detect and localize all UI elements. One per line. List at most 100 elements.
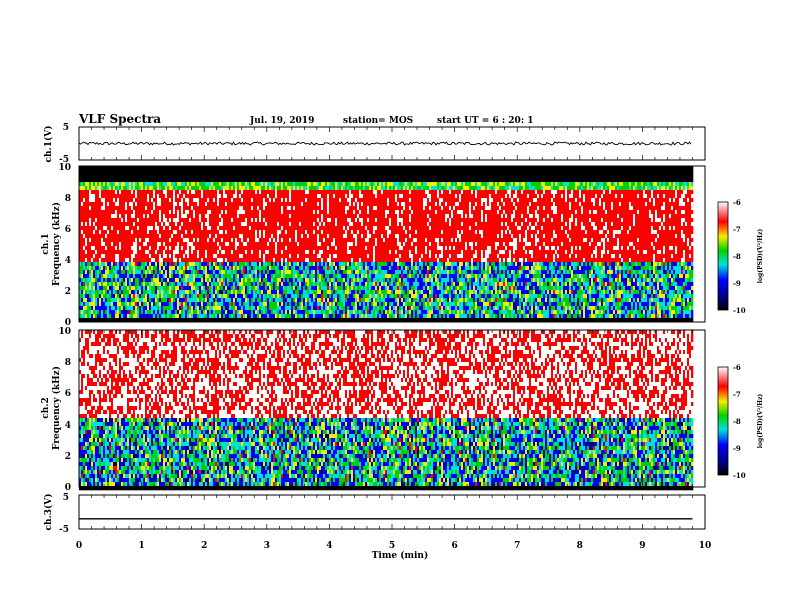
spectrogram-cell bbox=[187, 190, 190, 195]
spectrogram-cell bbox=[239, 166, 242, 171]
spectrogram-cell bbox=[247, 310, 250, 315]
spectrogram-cell bbox=[161, 246, 164, 251]
spectrogram-cell bbox=[155, 290, 158, 295]
spectrogram-cell bbox=[319, 314, 322, 319]
spectrogram-cell bbox=[89, 166, 92, 171]
spectrogram-cell bbox=[185, 218, 188, 223]
spectrogram-cell bbox=[131, 286, 134, 291]
spectrogram-cell bbox=[257, 258, 260, 263]
spectrogram-cell bbox=[99, 254, 102, 259]
spectrogram-cell bbox=[323, 206, 326, 211]
spectrogram-cell bbox=[105, 190, 108, 195]
spectrogram-cell bbox=[197, 206, 200, 211]
spectrogram-cell bbox=[89, 206, 92, 211]
spectrogram-cell bbox=[297, 166, 300, 171]
spectrogram-cell bbox=[229, 170, 232, 175]
spectrogram-cell bbox=[99, 302, 102, 307]
spectrogram-cell bbox=[79, 270, 82, 275]
spectrogram-cell bbox=[117, 166, 120, 171]
spectrogram-cell bbox=[315, 286, 318, 291]
spectrogram-cell bbox=[149, 250, 152, 255]
spectrogram-cell bbox=[129, 290, 132, 295]
spectrogram-cell bbox=[319, 230, 322, 235]
spectrogram-cell bbox=[89, 278, 92, 283]
spectrogram-cell bbox=[135, 250, 138, 255]
spectrogram-cell bbox=[197, 218, 200, 223]
spectrogram-cell bbox=[245, 222, 248, 227]
spectrogram-cell bbox=[215, 254, 218, 259]
spectrogram-cell bbox=[307, 178, 310, 183]
spectrogram-cell bbox=[217, 294, 220, 299]
spectrogram-cell bbox=[121, 254, 124, 259]
spectrogram-cell bbox=[253, 282, 256, 287]
spectrogram-cell bbox=[199, 214, 202, 219]
spectrogram-cell bbox=[315, 310, 318, 315]
spectrogram-cell bbox=[187, 318, 190, 323]
spectrogram-cell bbox=[205, 198, 208, 203]
spectrogram-cell bbox=[295, 234, 298, 239]
spectrogram-cell bbox=[211, 210, 214, 215]
spectrogram-cell bbox=[131, 282, 134, 287]
spectrogram-cell bbox=[171, 190, 174, 195]
spectrogram-cell bbox=[211, 214, 214, 219]
spectrogram-cell bbox=[111, 314, 114, 319]
spectrogram-cell bbox=[225, 258, 228, 263]
spectrogram-cell bbox=[119, 254, 122, 259]
spectrogram-cell bbox=[259, 202, 262, 207]
spectrogram-cell bbox=[209, 190, 212, 195]
spectrogram-cell bbox=[271, 314, 274, 319]
spectrogram-cell bbox=[265, 242, 268, 247]
spectrogram-cell bbox=[315, 198, 318, 203]
spectrogram-cell bbox=[287, 182, 290, 187]
spectrogram-cell bbox=[193, 170, 196, 175]
spectrogram-cell bbox=[185, 178, 188, 183]
spectrogram-cell bbox=[255, 186, 258, 191]
spectrogram-cell bbox=[139, 286, 142, 291]
spectrogram-cell bbox=[243, 230, 246, 235]
spectrogram-cell bbox=[213, 182, 216, 187]
spectrogram-cell bbox=[271, 270, 274, 275]
spectrogram-cell bbox=[237, 182, 240, 187]
spectrogram-cell bbox=[301, 286, 304, 291]
spectrogram-cell bbox=[125, 194, 128, 199]
spectrogram-cell bbox=[211, 258, 214, 263]
spectrogram-cell bbox=[187, 230, 190, 235]
spectrogram-cell bbox=[111, 246, 114, 251]
spectrogram-cell bbox=[113, 298, 116, 303]
spectrogram-cell bbox=[275, 294, 278, 299]
spectrogram-cell bbox=[253, 302, 256, 307]
spectrogram-cell bbox=[203, 234, 206, 239]
spectrogram-cell bbox=[113, 254, 116, 259]
spectrogram-cell bbox=[283, 258, 286, 263]
spectrogram-cell bbox=[177, 286, 180, 291]
spectrogram-cell bbox=[187, 270, 190, 275]
spectrogram-cell bbox=[125, 302, 128, 307]
spectrogram-cell bbox=[111, 262, 114, 267]
spectrogram-cell bbox=[195, 294, 198, 299]
spectrogram-cell bbox=[79, 222, 82, 227]
spectrogram-cell bbox=[225, 226, 228, 231]
spectrogram-cell bbox=[103, 226, 106, 231]
spectrogram-cell bbox=[177, 194, 180, 199]
spectrogram-cell bbox=[203, 210, 206, 215]
spectrogram-cell bbox=[105, 298, 108, 303]
spectrogram-cell bbox=[309, 206, 312, 211]
spectrogram-cell bbox=[119, 278, 122, 283]
spectrogram-cell bbox=[105, 302, 108, 307]
spectrogram-cell bbox=[181, 170, 184, 175]
spectrogram-cell bbox=[79, 246, 82, 251]
spectrogram-cell bbox=[299, 198, 302, 203]
spectrogram-cell bbox=[143, 290, 146, 295]
spectrogram-cell bbox=[245, 226, 248, 231]
spectrogram-cell bbox=[245, 250, 248, 255]
spectrogram-cell bbox=[105, 310, 108, 315]
spectrogram-cell bbox=[151, 214, 154, 219]
spectrogram-cell bbox=[121, 306, 124, 311]
spectrogram-cell bbox=[257, 210, 260, 215]
spectrogram-cell bbox=[121, 250, 124, 255]
spectrogram-cell bbox=[169, 170, 172, 175]
spectrogram-cell bbox=[147, 282, 150, 287]
spectrogram-cell bbox=[205, 282, 208, 287]
spectrogram-cell bbox=[315, 238, 318, 243]
spectrogram-cell bbox=[155, 230, 158, 235]
